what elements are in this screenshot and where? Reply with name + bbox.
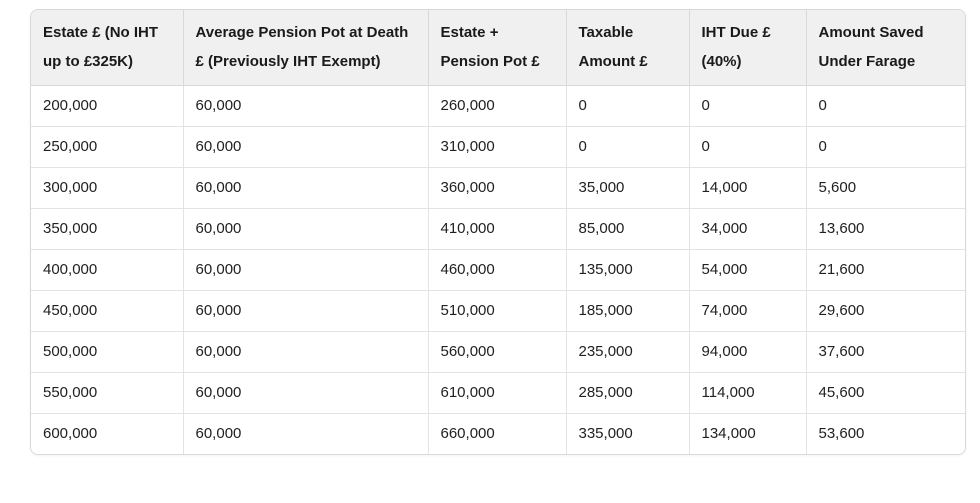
table-cell: 34,000 — [689, 208, 807, 250]
table-cell: 0 — [806, 85, 965, 127]
table-cell: 285,000 — [566, 372, 690, 414]
table-cell: 500,000 — [31, 331, 184, 373]
table-row: 400,000 60,000 460,000 135,000 54,000 21,600 — [31, 249, 965, 291]
table-cell: 200,000 — [31, 85, 184, 127]
table-cell: 610,000 — [428, 372, 567, 414]
table-cell: 550,000 — [31, 372, 184, 414]
table-row: 450,000 60,000 510,000 185,000 74,000 29,600 — [31, 290, 965, 332]
table-cell: 360,000 — [428, 167, 567, 209]
table-cell: 0 — [806, 126, 965, 168]
table-cell: 450,000 — [31, 290, 184, 332]
table-cell: 13,600 — [806, 208, 965, 250]
table-cell: 45,600 — [806, 372, 965, 414]
iht-pension-table: Estate £ (No IHT up to £325K) Average Pe… — [31, 10, 965, 454]
table-cell: 5,600 — [806, 167, 965, 209]
table-cell: 14,000 — [689, 167, 807, 209]
table-cell: 21,600 — [806, 249, 965, 291]
table-cell: 460,000 — [428, 249, 567, 291]
table-row: 600,000 60,000 660,000 335,000 134,000 53,600 — [31, 413, 965, 454]
table-row: 250,000 60,000 310,000 0 0 0 — [31, 126, 965, 168]
table-cell: 260,000 — [428, 85, 567, 127]
table-cell: 0 — [689, 85, 807, 127]
table-cell: 60,000 — [183, 126, 429, 168]
table-cell: 134,000 — [689, 413, 807, 454]
table-cell: 300,000 — [31, 167, 184, 209]
table-cell: 37,600 — [806, 331, 965, 373]
table-cell: 310,000 — [428, 126, 567, 168]
table-cell: 60,000 — [183, 413, 429, 454]
table-body: 200,000 60,000 260,000 0 0 0 250,000 60,000 310,… — [31, 85, 965, 454]
table-header-row: Estate £ (No IHT up to £325K) Average Pe… — [31, 10, 965, 86]
table-cell: 74,000 — [689, 290, 807, 332]
table-cell: 0 — [689, 126, 807, 168]
table-cell: 85,000 — [566, 208, 690, 250]
column-header-average-pension-pot: Average Pension Pot at Death £ (Previous… — [183, 10, 429, 86]
table-cell: 135,000 — [566, 249, 690, 291]
table-cell: 114,000 — [689, 372, 807, 414]
table-row: 300,000 60,000 360,000 35,000 14,000 5,600 — [31, 167, 965, 209]
table-cell: 60,000 — [183, 372, 429, 414]
table-cell: 60,000 — [183, 249, 429, 291]
table-cell: 53,600 — [806, 413, 965, 454]
table-cell: 94,000 — [689, 331, 807, 373]
column-header-amount-saved: Amount Saved Under Farage — [806, 10, 965, 86]
table-cell: 400,000 — [31, 249, 184, 291]
table-cell: 660,000 — [428, 413, 567, 454]
table-cell: 29,600 — [806, 290, 965, 332]
table-cell: 335,000 — [566, 413, 690, 454]
table-cell: 410,000 — [428, 208, 567, 250]
table-cell: 235,000 — [566, 331, 690, 373]
table-cell: 185,000 — [566, 290, 690, 332]
table-cell: 60,000 — [183, 167, 429, 209]
table-row: 350,000 60,000 410,000 85,000 34,000 13,600 — [31, 208, 965, 250]
table-cell: 35,000 — [566, 167, 690, 209]
table-cell: 600,000 — [31, 413, 184, 454]
table-row: 200,000 60,000 260,000 0 0 0 — [31, 85, 965, 127]
table-cell: 350,000 — [31, 208, 184, 250]
table-cell: 60,000 — [183, 331, 429, 373]
table-cell: 0 — [566, 85, 690, 127]
table-cell: 60,000 — [183, 290, 429, 332]
iht-pension-table-container: Estate £ (No IHT up to £325K) Average Pe… — [30, 9, 966, 455]
table-cell: 560,000 — [428, 331, 567, 373]
table-row: 550,000 60,000 610,000 285,000 114,000 45,600 — [31, 372, 965, 414]
table-cell: 60,000 — [183, 85, 429, 127]
table-cell: 250,000 — [31, 126, 184, 168]
table-row: 500,000 60,000 560,000 235,000 94,000 37,600 — [31, 331, 965, 373]
table-cell: 0 — [566, 126, 690, 168]
table-cell: 54,000 — [689, 249, 807, 291]
column-header-iht-due: IHT Due £ (40%) — [689, 10, 807, 86]
column-header-estate-plus-pension: Estate + Pension Pot £ — [428, 10, 567, 86]
column-header-estate: Estate £ (No IHT up to £325K) — [31, 10, 184, 86]
column-header-taxable-amount: Taxable Amount £ — [566, 10, 690, 86]
table-cell: 60,000 — [183, 208, 429, 250]
table-cell: 510,000 — [428, 290, 567, 332]
